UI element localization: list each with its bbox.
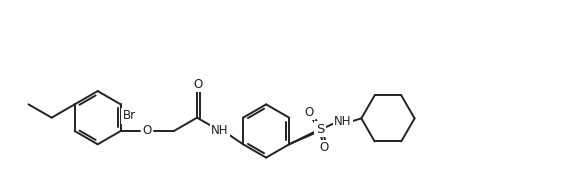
Text: NH: NH bbox=[334, 115, 351, 127]
Text: Br: Br bbox=[123, 109, 136, 122]
Text: O: O bbox=[143, 124, 152, 137]
Text: O: O bbox=[194, 78, 203, 91]
Text: O: O bbox=[319, 141, 329, 154]
Text: O: O bbox=[305, 106, 314, 119]
Text: NH: NH bbox=[211, 124, 229, 137]
Text: S: S bbox=[316, 122, 324, 136]
